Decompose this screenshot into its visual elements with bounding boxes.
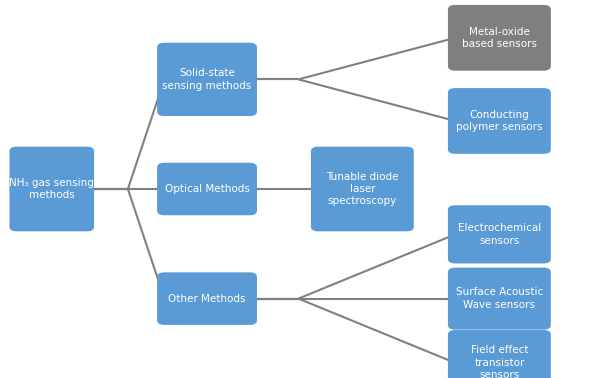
Text: Other Methods: Other Methods — [168, 294, 246, 304]
FancyBboxPatch shape — [448, 268, 551, 330]
FancyBboxPatch shape — [10, 147, 94, 231]
Text: Surface Acoustic
Wave sensors: Surface Acoustic Wave sensors — [456, 287, 543, 310]
FancyBboxPatch shape — [448, 88, 551, 154]
Text: NH₃ gas sensing
methods: NH₃ gas sensing methods — [9, 178, 94, 200]
Text: Tunable diode
laser
spectroscopy: Tunable diode laser spectroscopy — [326, 172, 399, 206]
FancyBboxPatch shape — [311, 147, 414, 231]
Text: Solid-state
sensing methods: Solid-state sensing methods — [163, 68, 252, 91]
FancyBboxPatch shape — [157, 163, 257, 215]
FancyBboxPatch shape — [157, 43, 257, 116]
Text: Electrochemical
sensors: Electrochemical sensors — [458, 223, 541, 246]
Text: Metal-oxide
based sensors: Metal-oxide based sensors — [462, 26, 537, 49]
Text: Conducting
polymer sensors: Conducting polymer sensors — [456, 110, 543, 132]
FancyBboxPatch shape — [448, 5, 551, 71]
Text: Optical Methods: Optical Methods — [164, 184, 250, 194]
FancyBboxPatch shape — [448, 205, 551, 263]
FancyBboxPatch shape — [448, 330, 551, 378]
Text: Field effect
transistor
sensors: Field effect transistor sensors — [471, 345, 528, 378]
FancyBboxPatch shape — [157, 273, 257, 325]
